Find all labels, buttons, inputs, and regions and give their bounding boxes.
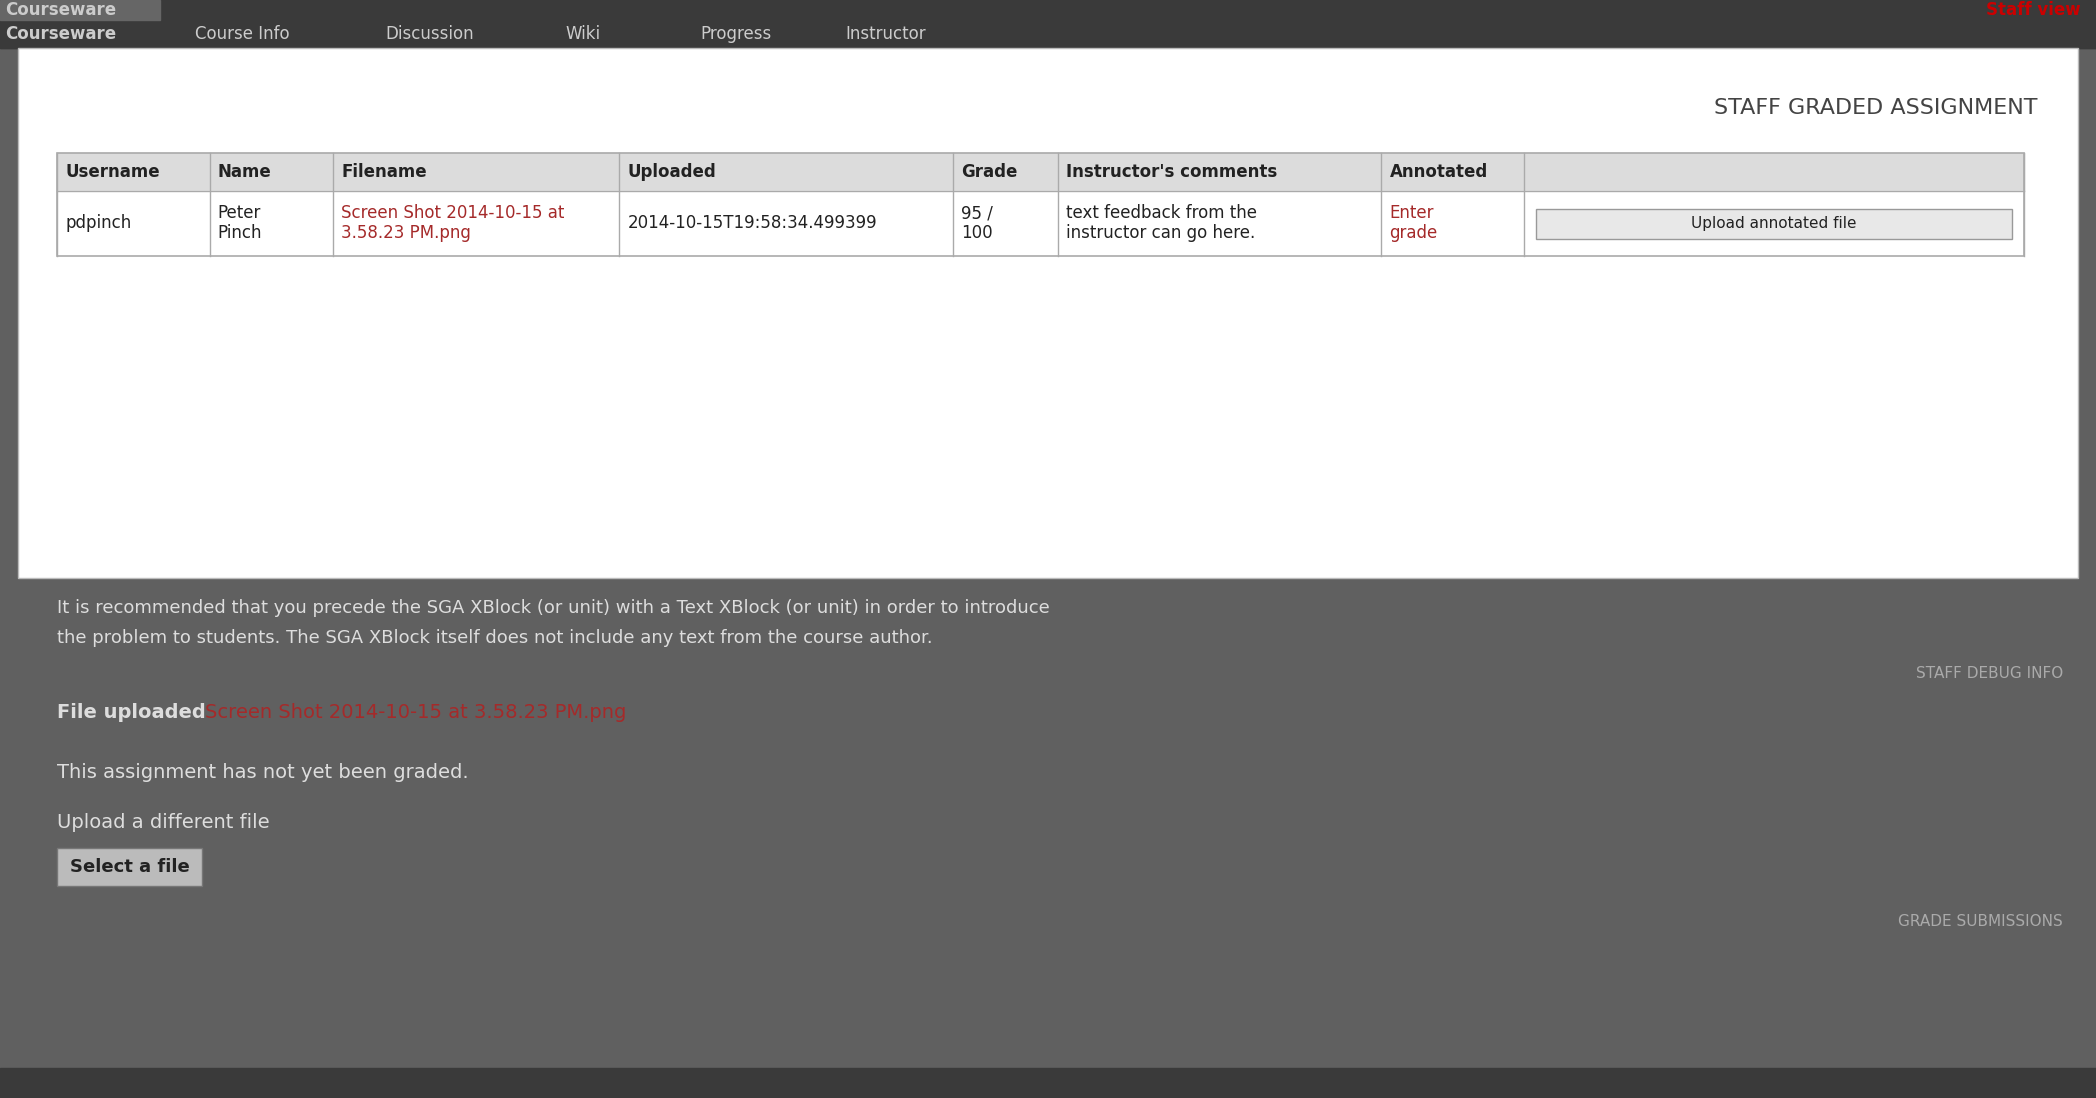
Text: Annotated: Annotated	[1390, 163, 1488, 181]
Text: STAFF GRADED ASSIGNMENT: STAFF GRADED ASSIGNMENT	[1715, 98, 2037, 117]
Text: File uploaded: File uploaded	[57, 704, 205, 722]
Text: instructor can go here.: instructor can go here.	[1065, 224, 1256, 243]
Text: Username: Username	[65, 163, 159, 181]
Text: Discussion: Discussion	[386, 25, 474, 43]
Text: 2014-10-15T19:58:34.499399: 2014-10-15T19:58:34.499399	[627, 214, 876, 233]
Text: 100: 100	[960, 224, 991, 243]
Text: Filename: Filename	[342, 163, 428, 181]
Bar	[0, 0, 2096, 48]
Bar	[57, 153, 2023, 256]
Text: Uploaded: Uploaded	[627, 163, 717, 181]
Text: Wiki: Wiki	[566, 25, 599, 43]
Bar	[1536, 209, 2012, 238]
Bar	[0, 20, 2096, 48]
Text: It is recommended that you precede the SGA XBlock (or unit) with a Text XBlock (: It is recommended that you precede the S…	[57, 600, 1050, 617]
Text: Select a file: Select a file	[69, 858, 189, 876]
Text: Instructor: Instructor	[845, 25, 926, 43]
Text: Screen Shot 2014-10-15 at 3.58.23 PM.png: Screen Shot 2014-10-15 at 3.58.23 PM.png	[205, 704, 627, 722]
Text: grade: grade	[1390, 224, 1438, 243]
Text: Enter: Enter	[1390, 204, 1434, 223]
Text: Upload annotated file: Upload annotated file	[1691, 216, 1857, 231]
Text: 3.58.23 PM.png: 3.58.23 PM.png	[342, 224, 472, 243]
Bar	[57, 153, 2023, 191]
Text: Peter: Peter	[218, 204, 262, 223]
Text: Courseware: Courseware	[4, 25, 115, 43]
Text: Pinch: Pinch	[218, 224, 262, 243]
Text: Name: Name	[218, 163, 270, 181]
Text: Courseware: Courseware	[4, 1, 115, 19]
Text: Instructor's comments: Instructor's comments	[1065, 163, 1276, 181]
Bar	[19, 48, 2077, 578]
Text: Upload a different file: Upload a different file	[57, 814, 270, 832]
Text: the problem to students. The SGA XBlock itself does not include any text from th: the problem to students. The SGA XBlock …	[57, 629, 933, 647]
Text: Grade: Grade	[960, 163, 1017, 181]
Text: This assignment has not yet been graded.: This assignment has not yet been graded.	[57, 763, 470, 783]
Text: Screen Shot 2014-10-15 at: Screen Shot 2014-10-15 at	[342, 204, 564, 223]
Text: STAFF DEBUG INFO: STAFF DEBUG INFO	[1916, 665, 2062, 681]
Text: Course Info: Course Info	[195, 25, 289, 43]
Text: Progress: Progress	[700, 25, 771, 43]
Bar	[57, 191, 2023, 256]
Bar	[57, 848, 201, 886]
Text: Staff view: Staff view	[1987, 1, 2081, 19]
Bar	[0, 1068, 2096, 1098]
Text: text feedback from the: text feedback from the	[1065, 204, 1256, 223]
Bar	[0, 0, 159, 20]
Text: GRADE SUBMISSIONS: GRADE SUBMISSIONS	[1899, 914, 2062, 929]
Text: pdpinch: pdpinch	[65, 214, 132, 233]
Text: 95 /: 95 /	[960, 204, 994, 223]
